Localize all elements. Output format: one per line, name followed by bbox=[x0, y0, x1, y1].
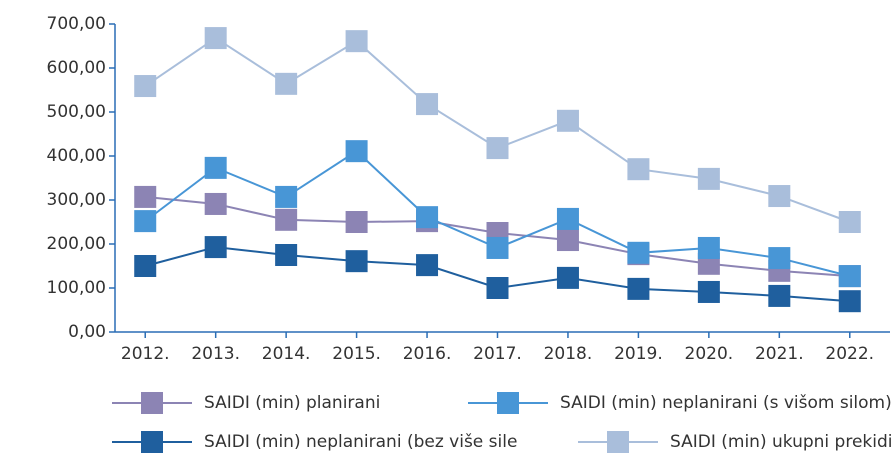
marker bbox=[486, 236, 509, 259]
marker bbox=[204, 192, 227, 215]
marker bbox=[416, 254, 439, 277]
series-line bbox=[144, 36, 851, 223]
marker bbox=[275, 244, 298, 266]
y-tick-label: 0,00 bbox=[68, 322, 106, 342]
y-tick-label: 400,00 bbox=[47, 146, 106, 166]
legend-label: SAIDI (min) neplanirani (s višom silom) bbox=[560, 393, 892, 413]
marker bbox=[275, 208, 298, 231]
x-tick-label: 2022. bbox=[825, 344, 874, 364]
marker bbox=[134, 185, 157, 208]
marker bbox=[204, 236, 227, 259]
legend-marker bbox=[607, 431, 629, 453]
marker bbox=[345, 250, 368, 273]
y-tick-label: 200,00 bbox=[47, 234, 106, 254]
marker bbox=[768, 247, 791, 270]
x-tick-label: 2017. bbox=[473, 344, 522, 364]
y-tick-label: 600,00 bbox=[47, 58, 106, 78]
marker bbox=[697, 280, 720, 303]
legend-marker bbox=[497, 392, 519, 414]
marker bbox=[345, 211, 368, 233]
marker bbox=[697, 167, 720, 190]
marker bbox=[627, 241, 650, 264]
x-tick-label: 2018. bbox=[544, 344, 593, 364]
marker bbox=[275, 185, 298, 208]
legend-marker bbox=[141, 392, 163, 414]
x-tick-label: 2012. bbox=[121, 344, 170, 364]
marker bbox=[838, 211, 861, 233]
marker bbox=[134, 210, 157, 233]
x-tick-label: 2016. bbox=[403, 344, 452, 364]
marker bbox=[416, 206, 439, 229]
marker bbox=[768, 185, 791, 208]
legend-label: SAIDI (min) ukupni prekidi bbox=[670, 432, 893, 452]
x-tick-label: 2015. bbox=[332, 344, 381, 364]
marker bbox=[345, 30, 368, 53]
marker bbox=[556, 229, 579, 252]
marker bbox=[204, 27, 227, 50]
marker bbox=[556, 207, 579, 230]
marker bbox=[697, 236, 720, 259]
marker bbox=[556, 109, 579, 132]
marker bbox=[416, 93, 439, 116]
marker bbox=[134, 255, 157, 277]
marker bbox=[768, 284, 791, 307]
marker bbox=[838, 290, 861, 313]
legend-label: SAIDI (min) neplanirani (bez više sile bbox=[204, 432, 517, 452]
legend-marker bbox=[141, 431, 163, 453]
x-tick-label: 2019. bbox=[614, 344, 663, 364]
marker bbox=[204, 156, 227, 179]
marker bbox=[486, 277, 509, 299]
legend-label: SAIDI (min) planirani bbox=[204, 393, 380, 413]
x-tick-label: 2021. bbox=[755, 344, 804, 364]
marker bbox=[486, 137, 509, 160]
x-tick-label: 2014. bbox=[262, 344, 311, 364]
y-tick-label: 500,00 bbox=[47, 102, 106, 122]
y-tick-label: 100,00 bbox=[47, 278, 106, 298]
y-tick-label: 700,00 bbox=[47, 14, 106, 34]
marker bbox=[275, 72, 298, 95]
x-tick-label: 2020. bbox=[685, 344, 734, 364]
marker bbox=[627, 277, 650, 300]
y-tick-label: 300,00 bbox=[47, 190, 106, 210]
marker bbox=[134, 75, 157, 98]
marker bbox=[556, 266, 579, 289]
marker bbox=[627, 158, 650, 181]
marker bbox=[838, 265, 861, 288]
x-tick-label: 2013. bbox=[191, 344, 240, 364]
marker bbox=[345, 140, 368, 163]
